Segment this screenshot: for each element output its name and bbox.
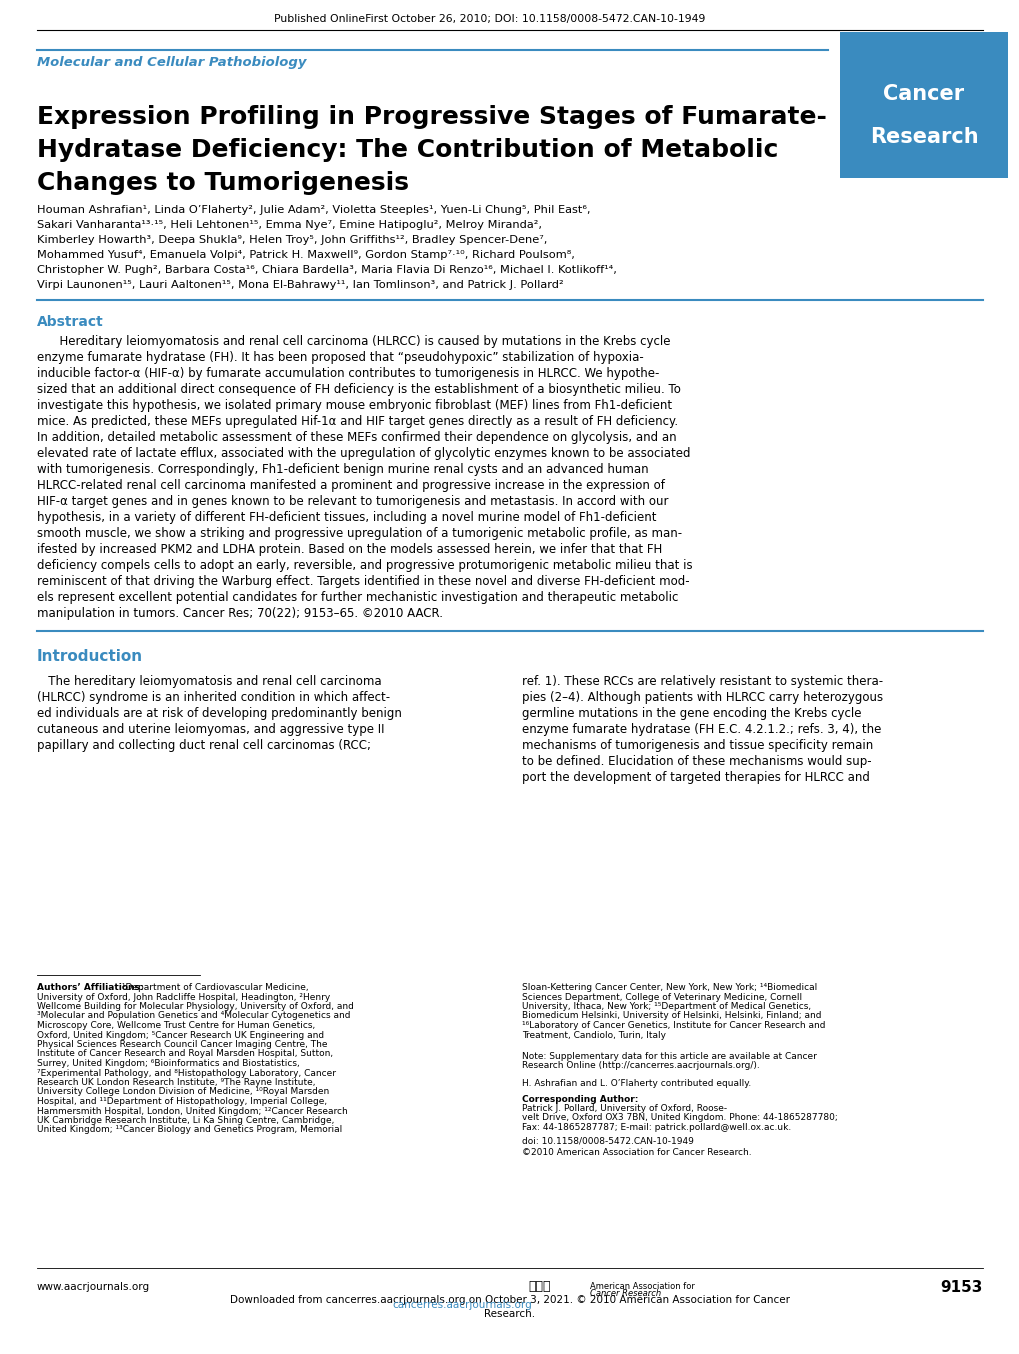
Text: Corresponding Author:: Corresponding Author: (522, 1094, 638, 1104)
Text: sized that an additional direct consequence of FH deficiency is the establishmen: sized that an additional direct conseque… (37, 383, 681, 395)
Text: investigate this hypothesis, we isolated primary mouse embryonic fibroblast (MEF: investigate this hypothesis, we isolated… (37, 399, 672, 412)
Text: doi: 10.1158/0008-5472.CAN-10-1949: doi: 10.1158/0008-5472.CAN-10-1949 (522, 1136, 693, 1145)
Text: elevated rate of lactate efflux, associated with the upregulation of glycolytic : elevated rate of lactate efflux, associa… (37, 447, 690, 460)
Text: Authors’ Affiliations:: Authors’ Affiliations: (37, 983, 144, 992)
Text: cutaneous and uterine leiomyomas, and aggressive type II: cutaneous and uterine leiomyomas, and ag… (37, 723, 384, 737)
Text: HIF-α target genes and in genes known to be relevant to tumorigenesis and metast: HIF-α target genes and in genes known to… (37, 496, 667, 508)
Text: UK Cambridge Research Institute, Li Ka Shing Centre, Cambridge,: UK Cambridge Research Institute, Li Ka S… (37, 1116, 334, 1125)
Text: enzyme fumarate hydratase (FH E.C. 4.2.1.2.; refs. 3, 4), the: enzyme fumarate hydratase (FH E.C. 4.2.1… (522, 723, 880, 737)
Text: (HLRCC) syndrome is an inherited condition in which affect-: (HLRCC) syndrome is an inherited conditi… (37, 691, 389, 704)
Text: Expression Profiling in Progressive Stages of Fumarate-: Expression Profiling in Progressive Stag… (37, 106, 826, 129)
Text: germline mutations in the gene encoding the Krebs cycle: germline mutations in the gene encoding … (522, 707, 861, 720)
Text: ¹⁶Laboratory of Cancer Genetics, Institute for Cancer Research and: ¹⁶Laboratory of Cancer Genetics, Institu… (522, 1021, 824, 1030)
Text: Research UK London Research Institute, ⁹The Rayne Institute,: Research UK London Research Institute, ⁹… (37, 1078, 315, 1087)
Text: to be defined. Elucidation of these mechanisms would sup-: to be defined. Elucidation of these mech… (522, 756, 871, 768)
Text: cancerres.aacrjournals.org: cancerres.aacrjournals.org (391, 1300, 531, 1311)
Text: port the development of targeted therapies for HLRCC and: port the development of targeted therapi… (522, 770, 869, 784)
Text: Cancer Research: Cancer Research (589, 1289, 660, 1298)
Text: pies (2–4). Although patients with HLRCC carry heterozygous: pies (2–4). Although patients with HLRCC… (522, 691, 882, 704)
Text: American Association for: American Association for (589, 1282, 694, 1290)
Text: ed individuals are at risk of developing predominantly benign: ed individuals are at risk of developing… (37, 707, 401, 720)
Text: University College London Division of Medicine, ¹⁰Royal Marsden: University College London Division of Me… (37, 1087, 329, 1097)
Text: Cancer: Cancer (882, 84, 964, 104)
Bar (840, 32, 1007, 177)
Text: ³Molecular and Population Genetics and ⁴Molecular Cytogenetics and: ³Molecular and Population Genetics and ⁴… (37, 1011, 351, 1021)
Text: The hereditary leiomyomatosis and renal cell carcinoma: The hereditary leiomyomatosis and renal … (37, 676, 381, 688)
Text: HLRCC-related renal cell carcinoma manifested a prominent and progressive increa: HLRCC-related renal cell carcinoma manif… (37, 479, 664, 492)
Text: deficiency compels cells to adopt an early, reversible, and progressive protumor: deficiency compels cells to adopt an ear… (37, 559, 692, 571)
Text: Hospital, and ¹¹Department of Histopathology, Imperial College,: Hospital, and ¹¹Department of Histopatho… (37, 1097, 327, 1106)
Text: enzyme fumarate hydratase (FH). It has been proposed that “pseudohypoxic” stabil: enzyme fumarate hydratase (FH). It has b… (37, 351, 643, 364)
Text: ¹Department of Cardiovascular Medicine,: ¹Department of Cardiovascular Medicine, (119, 983, 309, 992)
Text: Published OnlineFirst October 26, 2010; DOI: 10.1158/0008-5472.CAN-10-1949: Published OnlineFirst October 26, 2010; … (274, 14, 705, 24)
Text: els represent excellent potential candidates for further mechanistic investigati: els represent excellent potential candid… (37, 590, 678, 604)
Text: Virpi Launonen¹⁵, Lauri Aaltonen¹⁵, Mona El-Bahrawy¹¹, Ian Tomlinson³, and Patri: Virpi Launonen¹⁵, Lauri Aaltonen¹⁵, Mona… (37, 280, 564, 290)
Text: Note: Supplementary data for this article are available at Cancer: Note: Supplementary data for this articl… (522, 1052, 816, 1062)
Text: In addition, detailed metabolic assessment of these MEFs confirmed their depende: In addition, detailed metabolic assessme… (37, 431, 676, 444)
Text: Institute of Cancer Research and Royal Marsden Hospital, Sutton,: Institute of Cancer Research and Royal M… (37, 1049, 333, 1059)
Text: Sakari Vanharanta¹³·¹⁵, Heli Lehtonen¹⁵, Emma Nye⁷, Emine Hatipoglu², Melroy Mir: Sakari Vanharanta¹³·¹⁵, Heli Lehtonen¹⁵,… (37, 219, 541, 230)
Text: mechanisms of tumorigenesis and tissue specificity remain: mechanisms of tumorigenesis and tissue s… (522, 739, 872, 751)
Text: www.aacrjournals.org: www.aacrjournals.org (37, 1282, 150, 1292)
Text: manipulation in tumors. Cancer Res; 70(22); 9153–65. ©2010 AACR.: manipulation in tumors. Cancer Res; 70(2… (37, 607, 442, 620)
Text: Oxford, United Kingdom; ⁵Cancer Research UK Engineering and: Oxford, United Kingdom; ⁵Cancer Research… (37, 1030, 324, 1040)
Text: papillary and collecting duct renal cell carcinomas (RCC;: papillary and collecting duct renal cell… (37, 739, 371, 751)
Text: Research.: Research. (484, 1309, 535, 1319)
Text: Sloan-Kettering Cancer Center, New York, New York; ¹⁴Biomedical: Sloan-Kettering Cancer Center, New York,… (522, 983, 816, 992)
Text: Microscopy Core, Wellcome Trust Centre for Human Genetics,: Microscopy Core, Wellcome Trust Centre f… (37, 1021, 315, 1030)
Text: Molecular and Cellular Pathobiology: Molecular and Cellular Pathobiology (37, 56, 306, 69)
Text: Treatment, Candiolo, Turin, Italy: Treatment, Candiolo, Turin, Italy (522, 1030, 665, 1040)
Text: Research Online (http://cancerres.aacrjournals.org/).: Research Online (http://cancerres.aacrjo… (522, 1062, 759, 1071)
Text: Houman Ashrafian¹, Linda O’Flaherty², Julie Adam², Violetta Steeples¹, Yuen-Li C: Houman Ashrafian¹, Linda O’Flaherty², Ju… (37, 204, 590, 215)
Text: Abstract: Abstract (37, 315, 104, 329)
Text: Wellcome Building for Molecular Physiology, University of Oxford, and: Wellcome Building for Molecular Physiolo… (37, 1002, 354, 1011)
Text: Patrick J. Pollard, University of Oxford, Roose-: Patrick J. Pollard, University of Oxford… (522, 1104, 727, 1113)
Text: Fax: 44-1865287787; E-mail: patrick.pollard@well.ox.ac.uk.: Fax: 44-1865287787; E-mail: patrick.poll… (522, 1122, 791, 1132)
Text: Mohammed Yusuf⁴, Emanuela Volpi⁴, Patrick H. Maxwell⁹, Gordon Stamp⁷·¹⁰, Richard: Mohammed Yusuf⁴, Emanuela Volpi⁴, Patric… (37, 250, 575, 260)
Text: H. Ashrafian and L. O’Flaherty contributed equally.: H. Ashrafian and L. O’Flaherty contribut… (522, 1079, 751, 1089)
Text: ⁷Experimental Pathology, and ⁸Histopathology Laboratory, Cancer: ⁷Experimental Pathology, and ⁸Histopatho… (37, 1068, 335, 1078)
Text: mice. As predicted, these MEFs upregulated Hif-1α and HIF target genes directly : mice. As predicted, these MEFs upregulat… (37, 414, 678, 428)
Text: inducible factor-α (HIF-α) by fumarate accumulation contributes to tumorigenesis: inducible factor-α (HIF-α) by fumarate a… (37, 367, 658, 380)
Text: hypothesis, in a variety of different FH-deficient tissues, including a novel mu: hypothesis, in a variety of different FH… (37, 510, 656, 524)
Text: Downloaded from cancerres.aacrjournals.org on October 3, 2021. © 2010 American A: Downloaded from cancerres.aacrjournals.o… (229, 1294, 790, 1305)
Text: University of Oxford, John Radcliffe Hospital, Headington, ²Henry: University of Oxford, John Radcliffe Hos… (37, 992, 330, 1002)
Text: Physical Sciences Research Council Cancer Imaging Centre, The: Physical Sciences Research Council Cance… (37, 1040, 327, 1049)
Text: Hammersmith Hospital, London, United Kingdom; ¹²Cancer Research: Hammersmith Hospital, London, United Kin… (37, 1106, 347, 1116)
Text: reminiscent of that driving the Warburg effect. Targets identified in these nove: reminiscent of that driving the Warburg … (37, 575, 689, 588)
Text: ifested by increased PKM2 and LDHA protein. Based on the models assessed herein,: ifested by increased PKM2 and LDHA prote… (37, 543, 661, 556)
Text: Sciences Department, College of Veterinary Medicine, Cornell: Sciences Department, College of Veterina… (522, 992, 801, 1002)
Text: 9153: 9153 (940, 1280, 982, 1294)
Text: with tumorigenesis. Correspondingly, Fh1-deficient benign murine renal cysts and: with tumorigenesis. Correspondingly, Fh1… (37, 463, 648, 477)
Text: Introduction: Introduction (37, 649, 143, 663)
Text: Biomedicum Helsinki, University of Helsinki, Helsinki, Finland; and: Biomedicum Helsinki, University of Helsi… (522, 1011, 820, 1021)
Text: ⓀⓂⓈ: ⓀⓂⓈ (528, 1280, 550, 1293)
Text: Kimberley Howarth³, Deepa Shukla⁹, Helen Troy⁵, John Griffiths¹², Bradley Spence: Kimberley Howarth³, Deepa Shukla⁹, Helen… (37, 236, 547, 245)
Text: Hereditary leiomyomatosis and renal cell carcinoma (HLRCC) is caused by mutation: Hereditary leiomyomatosis and renal cell… (37, 334, 669, 348)
Text: smooth muscle, we show a striking and progressive upregulation of a tumorigenic : smooth muscle, we show a striking and pr… (37, 527, 682, 540)
Text: Hydratase Deficiency: The Contribution of Metabolic: Hydratase Deficiency: The Contribution o… (37, 138, 777, 162)
Text: velt Drive, Oxford OX3 7BN, United Kingdom. Phone: 44-1865287780;: velt Drive, Oxford OX3 7BN, United Kingd… (522, 1113, 837, 1122)
Text: ©2010 American Association for Cancer Research.: ©2010 American Association for Cancer Re… (522, 1148, 751, 1158)
Text: Christopher W. Pugh², Barbara Costa¹⁶, Chiara Bardella³, Maria Flavia Di Renzo¹⁶: Christopher W. Pugh², Barbara Costa¹⁶, C… (37, 265, 616, 275)
Text: United Kingdom; ¹³Cancer Biology and Genetics Program, Memorial: United Kingdom; ¹³Cancer Biology and Gen… (37, 1125, 342, 1135)
Text: Surrey, United Kingdom; ⁶Bioinformatics and Biostatistics,: Surrey, United Kingdom; ⁶Bioinformatics … (37, 1059, 300, 1068)
Text: Research: Research (869, 127, 977, 148)
Text: University, Ithaca, New York; ¹⁵Department of Medical Genetics,: University, Ithaca, New York; ¹⁵Departme… (522, 1002, 810, 1011)
Text: Changes to Tumorigenesis: Changes to Tumorigenesis (37, 171, 409, 195)
Text: ref. 1). These RCCs are relatively resistant to systemic thera-: ref. 1). These RCCs are relatively resis… (522, 676, 882, 688)
